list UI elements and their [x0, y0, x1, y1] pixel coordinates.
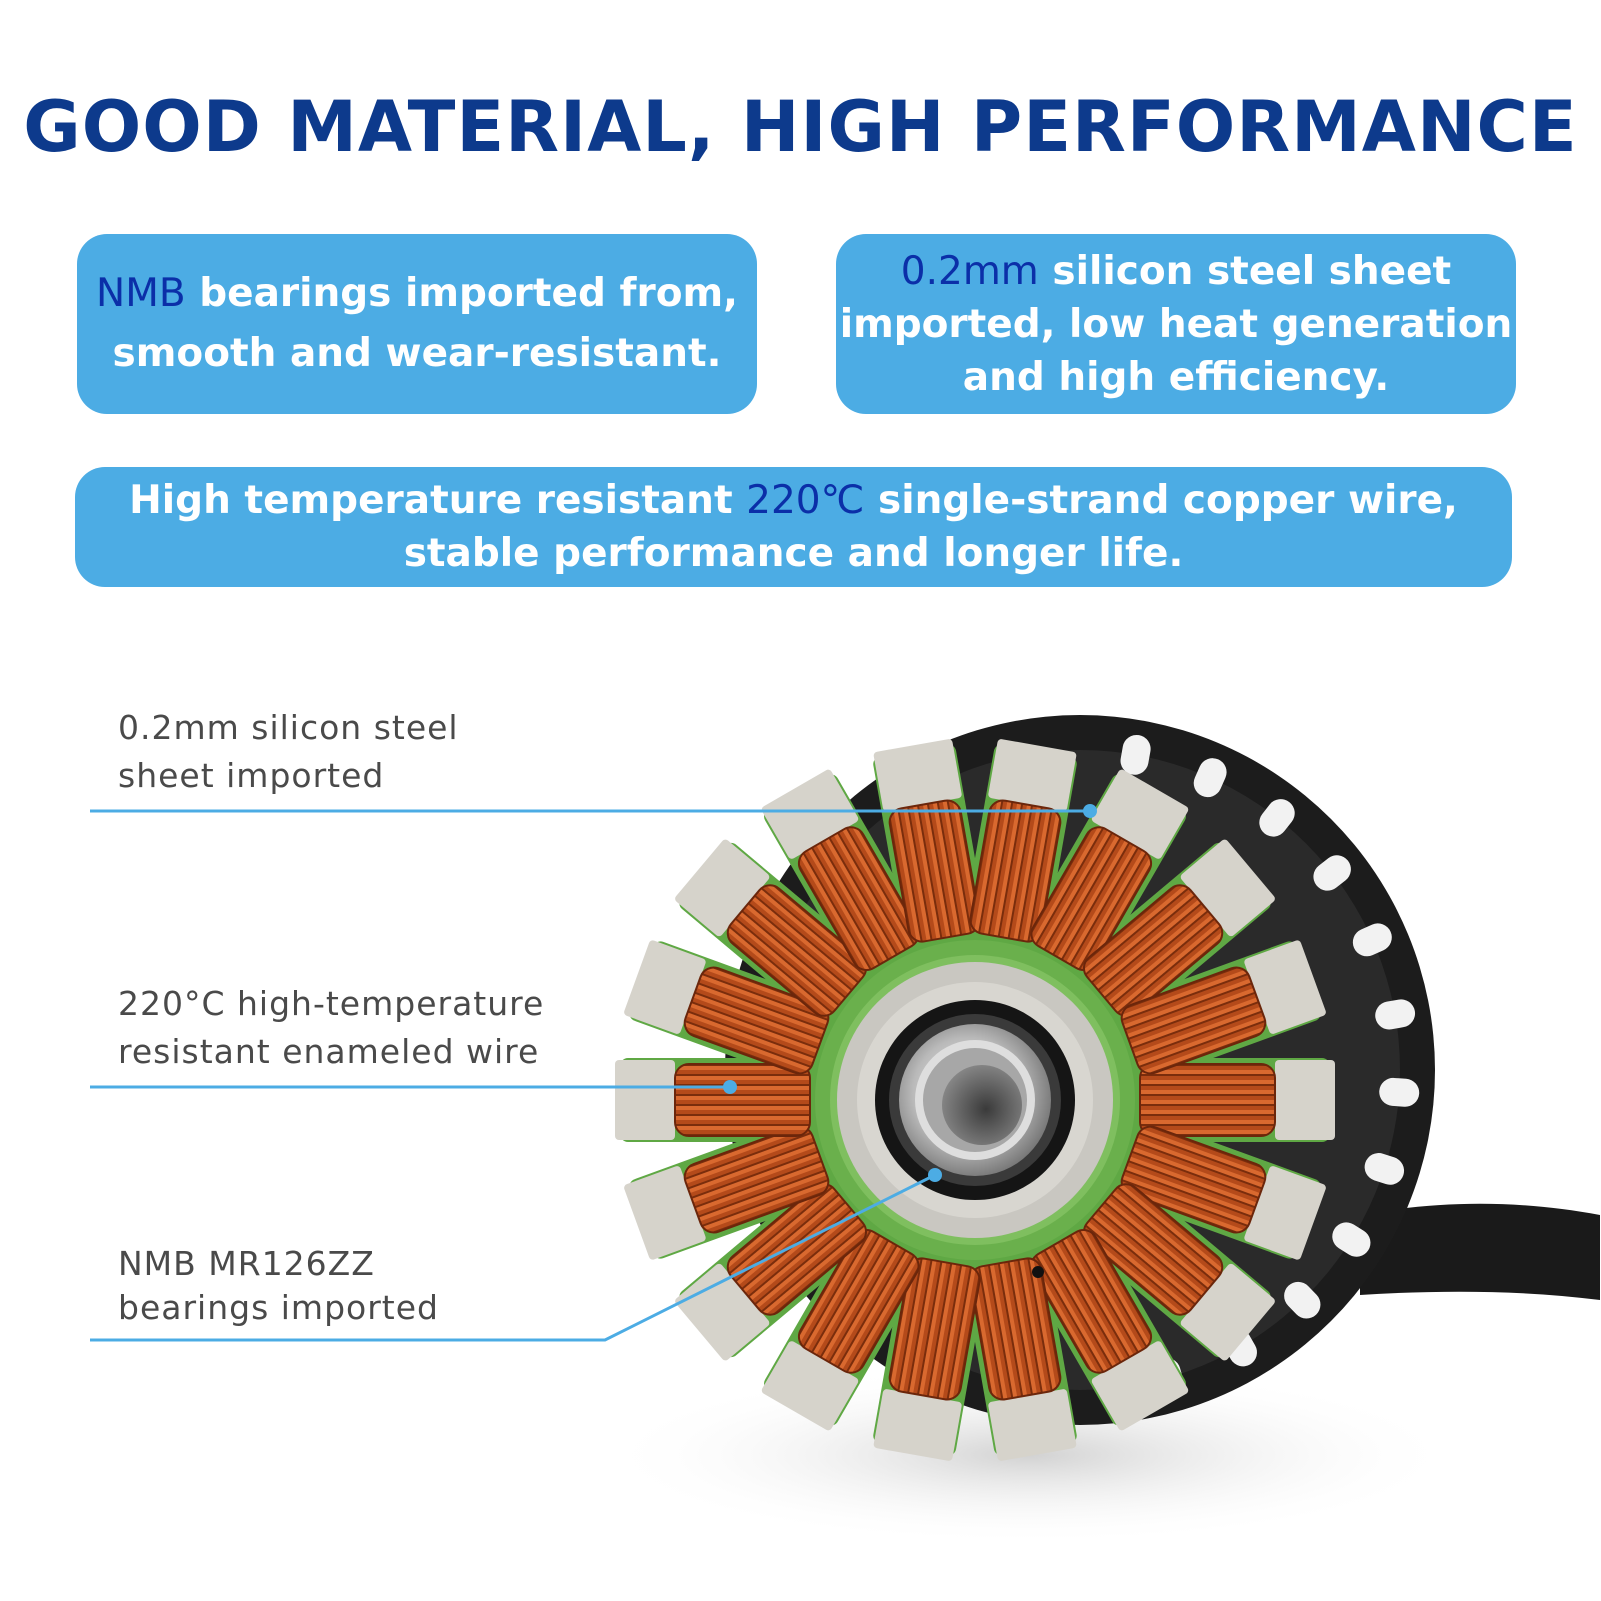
feature-bearings-line-1-rest: bearings imported from,	[185, 271, 738, 316]
stator-tooth	[1066, 839, 1275, 1033]
stator-tooth	[615, 1058, 825, 1142]
copper-coil	[1082, 884, 1224, 1017]
feature-box-steel: 0.2mm silicon steel sheet imported, low …	[836, 234, 1516, 414]
mount-slot	[1379, 1077, 1420, 1107]
stator-tooth	[873, 739, 990, 959]
copper-coil	[726, 884, 868, 1017]
copper-coils	[674, 799, 1276, 1401]
feature-wire-line-2: stable performance and longer life.	[403, 531, 1184, 576]
motor-shadow	[600, 1365, 1460, 1545]
stator-tooth	[873, 1241, 990, 1461]
mount-slots	[1120, 734, 1420, 1398]
feature-steel-highlight: 0.2mm	[900, 248, 1039, 294]
stator-tooth	[624, 940, 847, 1086]
stator-tooth	[1066, 1167, 1275, 1361]
copper-coil	[726, 1183, 868, 1316]
callout-dot-steel	[1083, 804, 1097, 818]
copper-coil	[888, 1257, 981, 1401]
copper-coil	[1030, 826, 1153, 971]
copper-coil	[1120, 966, 1267, 1075]
callout-wire-line-2: resistant enameled wire	[118, 1032, 540, 1071]
mount-slot	[1259, 799, 1295, 837]
mount-slot	[1152, 1357, 1184, 1398]
callout-steel-line-2: sheet imported	[118, 756, 385, 795]
callout-dot-bearing	[928, 1168, 942, 1182]
stator-tooth	[761, 769, 934, 989]
stator-tooth	[1103, 1114, 1326, 1260]
stator-teeth	[615, 739, 1335, 1461]
motor-cable	[1360, 1203, 1600, 1300]
mount-slot	[1193, 758, 1227, 798]
stator-core-face	[837, 962, 1113, 1238]
callout-wire-line-1: 220°C high-temperature	[118, 984, 545, 1023]
feature-bearings-highlight: NMB	[96, 271, 186, 316]
feature-wire-highlight: 220℃	[746, 478, 865, 523]
stator-tooth	[1016, 769, 1189, 989]
stator-tooth	[675, 1167, 884, 1361]
stator-tooth	[675, 839, 884, 1033]
mount-slot	[1375, 999, 1416, 1030]
copper-coil	[683, 966, 830, 1075]
stator-tooth	[761, 1211, 934, 1431]
copper-coil	[797, 826, 920, 971]
feature-wire-line-1: High temperature resistant 220℃ single-s…	[129, 474, 1458, 527]
copper-coil	[674, 1063, 811, 1137]
mount-slot	[1352, 923, 1392, 957]
callout-bearing: NMB MR126ZZ bearings imported	[118, 1242, 439, 1330]
mount-slot	[1223, 1327, 1257, 1367]
feature-steel-line-2: imported, low heat generation	[839, 301, 1513, 347]
mount-slot	[1332, 1222, 1371, 1257]
feature-steel-line-1: 0.2mm silicon steel sheet	[840, 245, 1513, 298]
copper-coil	[1120, 1125, 1267, 1234]
stator-tooth	[1016, 1211, 1189, 1431]
headline: GOOD MATERIAL, HIGH PERFORMANCE	[23, 86, 1578, 168]
mount-slot	[1284, 1281, 1321, 1319]
copper-coil	[969, 1257, 1062, 1401]
motor-back-mount	[725, 715, 1435, 1425]
insulation-ring	[815, 940, 1135, 1260]
copper-coil	[1030, 1229, 1153, 1374]
bearing	[899, 1024, 1051, 1176]
stator-tooth	[960, 1241, 1077, 1461]
callout-bearing-line-1: NMB MR126ZZ	[118, 1244, 375, 1283]
stator-tooth	[1125, 1058, 1335, 1142]
stator-tooth	[1103, 940, 1326, 1086]
copper-coil	[1139, 1063, 1276, 1137]
stator-tooth	[624, 1114, 847, 1260]
feature-wire-line-1-rest: single-strand copper wire,	[864, 478, 1458, 523]
feature-wire-line-1-start: High temperature resistant	[129, 478, 747, 523]
copper-coil	[888, 799, 981, 943]
callout-wire: 220°C high-temperature resistant enamele…	[118, 980, 544, 1076]
copper-coil	[683, 1125, 830, 1234]
copper-coil	[797, 1229, 920, 1374]
copper-coil	[1082, 1183, 1224, 1316]
feature-bearings-line-2: smooth and wear-resistant.	[112, 331, 722, 376]
mount-slot	[1120, 734, 1151, 775]
mount-slot	[1364, 1153, 1405, 1185]
feature-steel-line-1-rest: silicon steel sheet	[1038, 248, 1452, 294]
callout-steel: 0.2mm silicon steel sheet imported	[118, 704, 459, 800]
feature-steel-line-3: and high efficiency.	[962, 354, 1390, 400]
callout-bearing-line-2: bearings imported	[118, 1288, 439, 1327]
stator-tooth	[960, 739, 1077, 959]
bearing-bore	[942, 1065, 1022, 1145]
callout-dots	[723, 804, 1097, 1182]
feature-box-bearings: NMB bearings imported from, smooth and w…	[77, 234, 757, 414]
bearing-seal	[875, 1000, 1075, 1200]
callout-dot-wire	[723, 1080, 737, 1094]
feature-bearings-line-1: NMB bearings imported from,	[96, 264, 738, 324]
callout-steel-line-1: 0.2mm silicon steel	[118, 708, 459, 747]
feature-box-wire: High temperature resistant 220℃ single-s…	[75, 467, 1512, 587]
mount-slot	[1313, 855, 1351, 891]
copper-coil	[969, 799, 1062, 943]
